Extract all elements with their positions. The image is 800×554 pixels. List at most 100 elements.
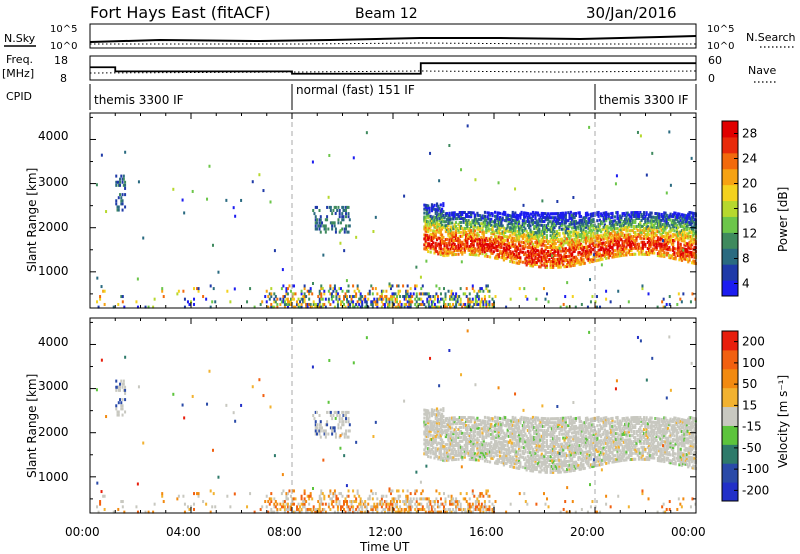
velocity-cell	[449, 434, 453, 438]
power-cell	[502, 234, 506, 238]
velocity-cell	[512, 457, 516, 461]
power-cell	[434, 245, 437, 249]
velocity-cell	[437, 417, 440, 421]
power-cell	[625, 233, 628, 237]
power-cell	[610, 235, 613, 239]
velocity-cell	[496, 420, 499, 424]
power-cell	[664, 237, 667, 241]
power-cell	[605, 225, 608, 229]
power-cell	[497, 217, 500, 221]
power-cell	[534, 260, 537, 264]
velocity-cell	[502, 435, 506, 439]
velocity-cell	[437, 435, 440, 439]
power-cell	[196, 287, 199, 291]
power-cell	[685, 258, 689, 262]
velocity-cell	[464, 427, 468, 431]
power-cell	[600, 214, 603, 218]
velocity-cell	[526, 444, 530, 448]
power-cell	[475, 233, 478, 237]
power-cell	[622, 219, 625, 223]
power-cell	[614, 182, 617, 186]
power-cell	[529, 242, 532, 246]
velocity-cell	[459, 435, 463, 439]
velocity-cell	[451, 456, 454, 460]
power-cell	[661, 231, 665, 235]
power-cell	[558, 225, 561, 229]
power-cell	[258, 173, 261, 177]
power-cell	[622, 227, 625, 231]
velocity-cell	[505, 456, 508, 460]
power-cell	[523, 219, 526, 223]
velocity-cell	[454, 426, 458, 430]
power-cell	[637, 224, 641, 228]
power-cell	[504, 256, 507, 260]
power-cell	[482, 244, 485, 248]
power-cell	[461, 210, 464, 214]
power-cell	[531, 242, 535, 246]
power-cell	[568, 238, 571, 242]
power-cell	[448, 243, 451, 247]
velocity-cell	[424, 452, 427, 456]
power-cell	[517, 220, 521, 224]
power-cell	[536, 229, 540, 233]
power-cell	[603, 223, 607, 227]
power-cell	[693, 239, 696, 243]
velocity-cell	[449, 422, 453, 426]
power-cell	[367, 292, 370, 296]
power-cell	[563, 239, 566, 243]
power-cell	[572, 250, 575, 254]
power-cell	[555, 261, 559, 265]
velocity-cell	[534, 461, 537, 465]
power-cell	[473, 213, 476, 217]
power-cell	[429, 220, 432, 224]
power-cell	[345, 209, 348, 212]
power-cell	[529, 234, 532, 238]
velocity-cell	[516, 450, 519, 454]
power-cell	[515, 255, 518, 259]
power-cell	[439, 209, 442, 213]
velocity-cell	[472, 426, 475, 430]
velocity-cell	[461, 451, 464, 455]
power-cell	[550, 265, 554, 269]
power-cell	[673, 229, 676, 233]
power-cell	[451, 227, 454, 231]
power-cell	[403, 305, 406, 309]
power-cell	[429, 151, 432, 155]
velocity-cell	[517, 437, 521, 441]
power-cell	[692, 227, 695, 231]
power-cell	[610, 239, 613, 243]
power-cell	[427, 302, 430, 306]
power-cell	[564, 255, 567, 259]
power-cell	[595, 235, 598, 239]
power-cell	[521, 219, 524, 223]
velocity-cell	[434, 446, 437, 450]
power-cell	[432, 233, 435, 237]
power-cell	[515, 257, 518, 261]
velocity-cell	[461, 455, 464, 459]
power-cell	[680, 225, 684, 229]
velocity-cell	[447, 454, 450, 458]
power-cell	[660, 236, 663, 240]
nave-tick-top: 60	[708, 54, 722, 67]
power-cell	[427, 206, 430, 210]
power-cell	[449, 231, 453, 235]
power-cell	[672, 213, 675, 217]
power-cell	[524, 221, 527, 225]
power-cell	[693, 222, 696, 226]
power-cell	[557, 214, 560, 218]
power-cell	[439, 253, 442, 257]
velocity-cell	[483, 421, 487, 425]
power-cell	[596, 244, 599, 248]
power-cell	[308, 297, 311, 301]
power-cell	[550, 212, 554, 216]
power-cell	[660, 246, 663, 250]
power-cell	[480, 287, 483, 291]
velocity-cell	[444, 425, 447, 429]
power-cell	[582, 254, 585, 258]
power-cell	[312, 302, 315, 306]
power-cell	[428, 226, 431, 230]
velocity-cell	[530, 463, 533, 467]
velocity-scatter	[95, 329, 697, 514]
velocity-cell	[502, 447, 506, 451]
power-cell	[338, 209, 341, 212]
